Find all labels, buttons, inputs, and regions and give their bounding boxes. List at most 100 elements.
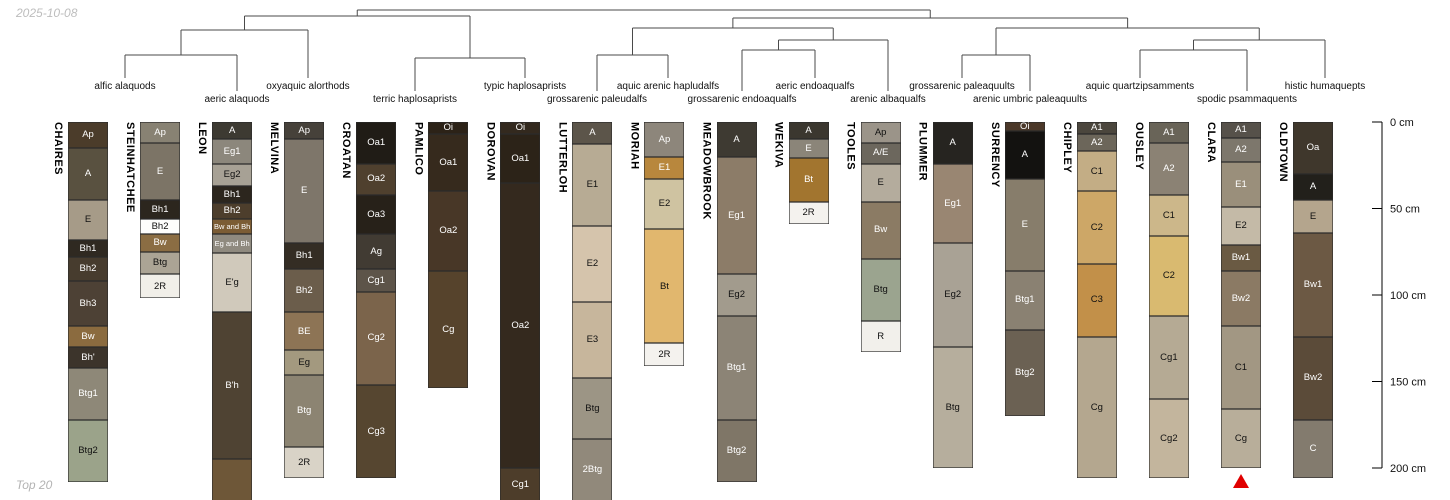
taxon-label: arenic umbric paleaquults <box>973 94 1087 105</box>
taxon-label: spodic psammaquents <box>1197 94 1297 105</box>
horizon-surrency: E <box>1004 179 1045 271</box>
horizon-steinhatchee: Bh2 <box>140 218 181 235</box>
horizon-label: Bw2 <box>1231 292 1251 304</box>
horizon-label: A1 <box>1091 122 1103 134</box>
horizon-melvina: Bh2 <box>284 269 325 313</box>
horizon-label: 2R <box>658 348 671 360</box>
horizon-leon <box>212 459 253 500</box>
horizon-chipley: C1 <box>1076 151 1117 192</box>
horizon-lutterloh: E2 <box>572 225 613 302</box>
horizon-meadowbrook: Btg1 <box>716 315 757 420</box>
horizon-label: Oa1 <box>511 152 530 164</box>
horizon-oldtown: Bw1 <box>1293 232 1334 337</box>
taxon-label: histic humaquepts <box>1285 81 1366 92</box>
horizon-lutterloh: Btg <box>572 378 613 439</box>
profile-name-label: LUTTERLOH <box>556 122 569 194</box>
horizon-label: E <box>805 143 812 155</box>
depth-tick-label: 50 cm <box>1390 204 1420 216</box>
horizon-chaires: Btg2 <box>68 419 108 482</box>
horizon-label: Bh1 <box>295 250 313 262</box>
profile-name-label: TOOLES <box>844 122 857 171</box>
horizon-pamlico: Oa1 <box>428 134 469 192</box>
horizon-label: Eg2 <box>223 169 241 180</box>
horizon-label: 2R <box>153 280 167 292</box>
horizon-label: Oa1 <box>439 156 458 168</box>
horizon-clara: Cg <box>1220 409 1261 468</box>
horizon-label: A/E <box>873 147 889 159</box>
date-watermark: 2025-10-08 <box>16 6 78 20</box>
horizon-leon: Bw and Bh <box>212 218 253 235</box>
horizon-label: Oi <box>1020 120 1030 132</box>
horizon-label: C3 <box>1090 294 1103 306</box>
horizon-clara: E2 <box>1220 206 1261 245</box>
horizon-label: Btg2 <box>78 444 98 456</box>
horizon-label: E'g <box>225 277 239 289</box>
horizon-oldtown: E <box>1293 199 1334 233</box>
horizon-moriah: 2R <box>644 343 685 366</box>
horizon-label: Ag <box>370 245 383 257</box>
horizon-label: E3 <box>586 334 599 346</box>
horizon-clara: A2 <box>1220 137 1261 162</box>
profile-name-label: MEADOWBROOK <box>700 122 713 220</box>
horizon-label: Eg2 <box>944 289 962 301</box>
taxon-label: aquic arenic hapludalfs <box>617 81 719 92</box>
taxon-label: grossarenic endoaqualfs <box>688 94 797 105</box>
horizon-label: Btg2 <box>1014 367 1035 379</box>
horizon-ousley: A1 <box>1148 122 1189 143</box>
depth-tick-label: 0 cm <box>1390 117 1414 129</box>
horizon-meadowbrook: Eg2 <box>716 274 757 316</box>
horizon-plummer: Eg1 <box>932 163 973 244</box>
horizon-label: Eg and Bh <box>214 239 250 249</box>
horizon-label: C1 <box>1090 165 1103 177</box>
horizon-pamlico: Cg <box>428 270 469 389</box>
horizon-label: A <box>733 133 740 145</box>
horizon-label: Bt <box>659 280 669 292</box>
horizon-label: E2 <box>1235 220 1247 232</box>
horizon-label: E1 <box>658 162 671 174</box>
horizon-label: Cg1 <box>511 478 530 490</box>
horizon-melvina: Bh1 <box>284 243 325 270</box>
horizon-croatan: Ag <box>356 234 397 270</box>
horizon-plummer: A <box>932 122 973 164</box>
horizon-label: A2 <box>1163 162 1175 174</box>
taxon-label: aeric alaquods <box>204 94 269 105</box>
horizon-label: Btg <box>873 284 888 296</box>
horizon-label: A2 <box>1235 143 1247 155</box>
profile-name-label: OLDTOWN <box>1277 122 1290 183</box>
horizon-leon: Eg and Bh <box>212 234 253 254</box>
horizon-label: Ap <box>874 126 887 138</box>
horizon-melvina: Btg <box>284 374 325 448</box>
horizon-label: Cg3 <box>367 425 385 437</box>
marker-triangle <box>1232 474 1249 488</box>
horizon-label: A <box>228 124 236 136</box>
horizon-chaires: Btg1 <box>68 367 108 420</box>
horizon-plummer: Eg2 <box>932 243 973 347</box>
horizon-wekiva: A <box>788 122 829 140</box>
taxon-label: aquic quartzipsamments <box>1086 81 1194 92</box>
horizon-label: Bw and Bh <box>213 221 251 231</box>
horizon-melvina: Eg <box>284 350 325 375</box>
horizon-label: E <box>156 165 164 177</box>
horizon-label: Oa3 <box>367 208 386 220</box>
horizon-chipley: A1 <box>1076 122 1117 135</box>
horizon-label: Eg2 <box>728 289 745 301</box>
horizon-croatan: Oa2 <box>356 163 397 195</box>
horizon-label: Bw <box>874 224 888 236</box>
horizon-label: A <box>805 124 812 136</box>
horizon-oldtown: Oa <box>1293 122 1334 174</box>
horizon-label: Cg2 <box>1160 432 1178 444</box>
horizon-wekiva: 2R <box>788 201 829 225</box>
top-n-note: Top 20 <box>16 478 53 492</box>
horizon-label: E <box>877 176 884 188</box>
horizon-tooles: Btg <box>860 258 901 321</box>
horizon-plummer: Btg <box>932 346 973 468</box>
horizon-label: Cg1 <box>1160 351 1178 363</box>
horizon-steinhatchee: Ap <box>140 122 181 143</box>
horizon-chaires: Bw <box>68 326 108 347</box>
horizon-steinhatchee: Bh1 <box>140 199 181 219</box>
horizon-chaires: E <box>68 199 108 240</box>
horizon-croatan: Cg1 <box>356 269 397 292</box>
horizon-label: E1 <box>1235 178 1247 190</box>
